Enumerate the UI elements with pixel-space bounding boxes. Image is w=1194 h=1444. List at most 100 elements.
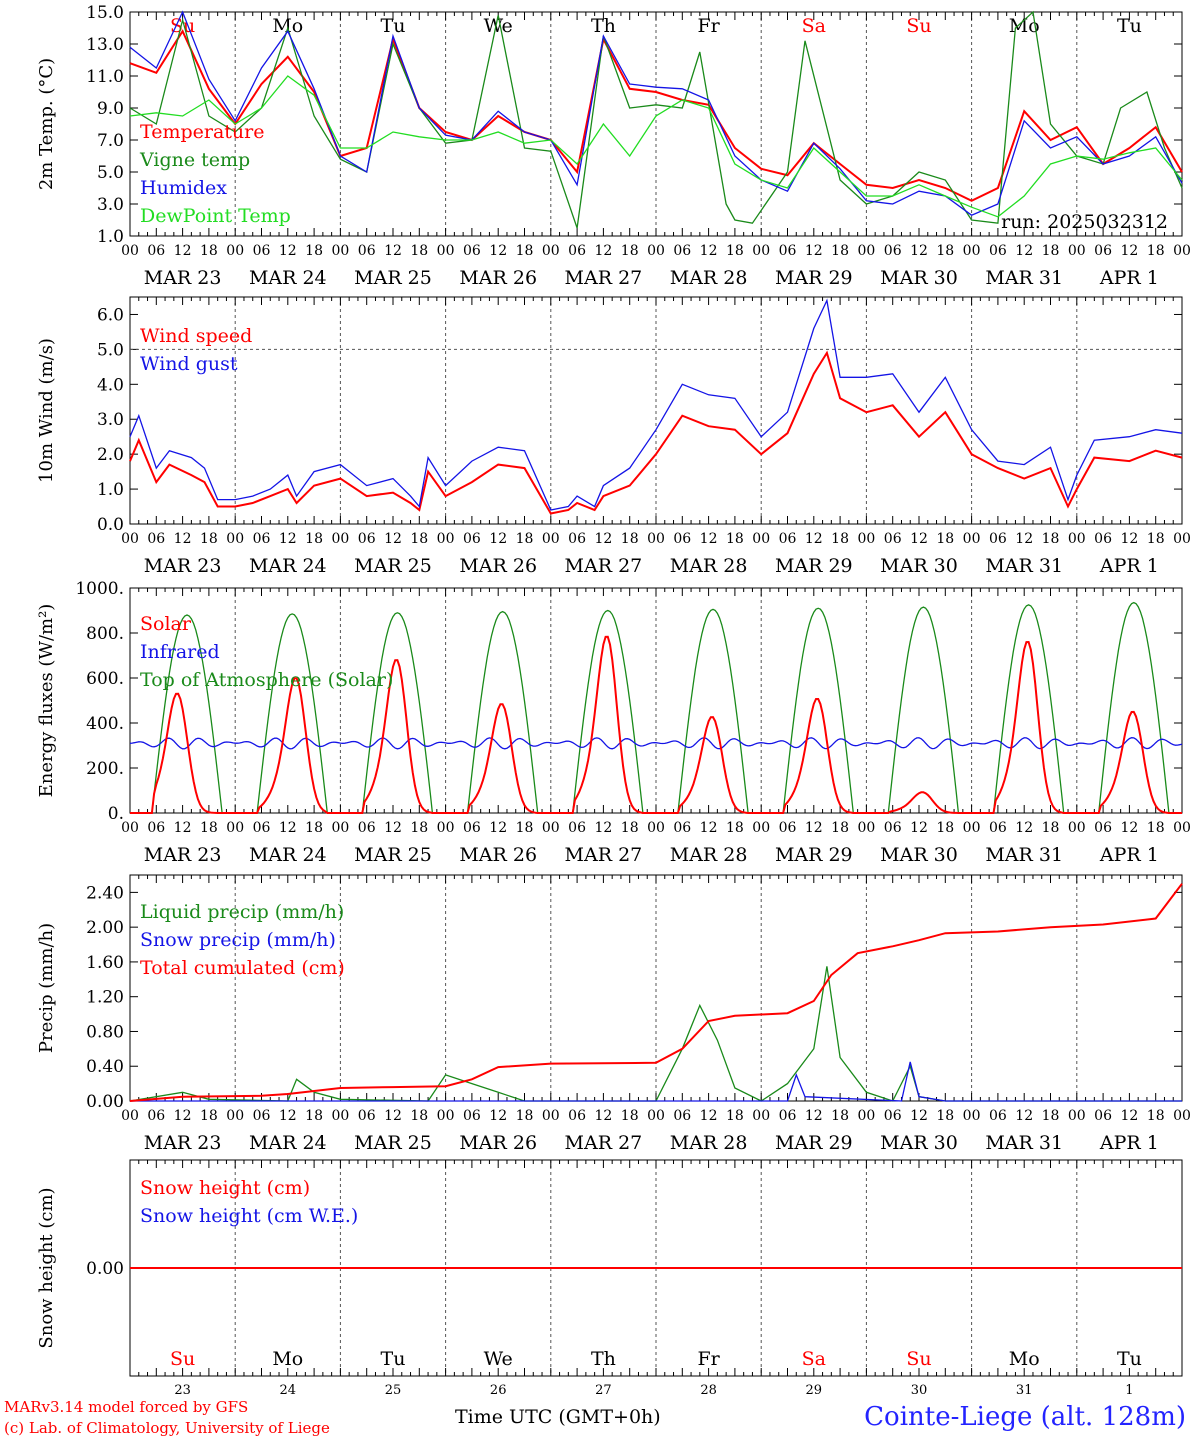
hour-tick-label: 18	[516, 243, 534, 259]
hour-tick-label: 18	[1147, 1108, 1165, 1124]
series-line	[129, 10, 1183, 216]
hour-tick-label: 00	[226, 820, 244, 836]
hour-tick-label: 00	[542, 1108, 560, 1124]
series-line	[129, 298, 1183, 511]
series-line	[129, 883, 1183, 1102]
hour-tick-label: 18	[621, 531, 639, 547]
plot-frame	[129, 11, 1183, 237]
hour-tick-label: 00	[542, 243, 560, 259]
hour-tick-label: 12	[1015, 1108, 1033, 1124]
hour-tick-label: 00	[647, 820, 665, 836]
day-name: Tu	[1117, 15, 1142, 37]
date-label: MAR 27	[565, 1132, 643, 1154]
panel-2: 0.0 1.0 2.0 3.0 4.0 5.0 6.0 10m Wind (m/s) 00 06 1…	[36, 296, 1191, 577]
legend-entry: Vigne temp	[139, 149, 250, 171]
hour-tick-label: 06	[147, 531, 165, 547]
date-label: MAR 31	[985, 555, 1063, 577]
hour-tick-label: 00	[226, 531, 244, 547]
hour-tick-label: 12	[594, 243, 612, 259]
y-tick-label: 3.0	[97, 410, 124, 430]
date-label: MAR 25	[354, 267, 432, 289]
legend-entry: Solar	[140, 613, 192, 635]
hour-tick-label: 06	[147, 1108, 165, 1124]
hour-tick-label: 12	[805, 531, 823, 547]
day-name: Tu	[381, 1348, 406, 1370]
date-label: MAR 28	[670, 267, 748, 289]
y-tick-label: 2.40	[86, 883, 124, 903]
hour-tick-label: 06	[779, 1108, 797, 1124]
panel-5: 0.00 Snow height (cm) Su Mo Tu We Th Fr Sa Su Mo Tu…	[36, 1159, 1183, 1398]
plot-frame	[129, 587, 1183, 814]
series-line	[129, 350, 1183, 515]
hour-tick-label: 06	[463, 243, 481, 259]
y-tick-label: 15.0	[86, 3, 124, 23]
hour-tick-label: 18	[936, 820, 954, 836]
hour-tick-label: 00	[752, 243, 770, 259]
hour-tick-label: 00	[647, 1108, 665, 1124]
date-label: MAR 31	[985, 844, 1063, 866]
hour-tick-label: 06	[673, 820, 691, 836]
hour-tick-label: 12	[1015, 820, 1033, 836]
date-label: MAR 24	[249, 844, 327, 866]
date-label: MAR 23	[144, 267, 222, 289]
hour-tick-label: 00	[1173, 1108, 1191, 1124]
hour-tick-label: 06	[1094, 243, 1112, 259]
hour-tick-label: 18	[831, 531, 849, 547]
hour-tick-label: 18	[1042, 820, 1060, 836]
hour-tick-label: 12	[910, 1108, 928, 1124]
day-number: 29	[806, 1383, 823, 1398]
hour-tick-label: 00	[857, 1108, 875, 1124]
hour-tick-label: 00	[331, 243, 349, 259]
date-label: MAR 30	[880, 1132, 958, 1154]
hour-tick-label: 12	[384, 243, 402, 259]
hour-tick-label: 00	[1068, 531, 1086, 547]
date-label: MAR 30	[880, 844, 958, 866]
series-line	[130, 635, 1182, 814]
hour-tick-label: 18	[516, 531, 534, 547]
hour-tick-label: 00	[121, 243, 139, 259]
day-name: Fr	[697, 1348, 720, 1370]
date-label: APR 1	[1099, 267, 1159, 289]
hour-tick-label: 18	[305, 1108, 323, 1124]
hour-tick-label: 06	[463, 1108, 481, 1124]
day-name: Th	[591, 1348, 616, 1370]
series-line	[129, 29, 1183, 202]
hour-tick-label: 00	[752, 820, 770, 836]
date-label: MAR 29	[775, 267, 853, 289]
legend-entry: Infrared	[140, 641, 220, 663]
y-tick-label: 2.0	[97, 445, 124, 465]
y-tick-label: 0.00	[86, 1259, 124, 1279]
hour-tick-label: 00	[963, 1108, 981, 1124]
hour-tick-label: 12	[174, 531, 192, 547]
series-line	[129, 10, 1183, 229]
hour-tick-label: 00	[1173, 243, 1191, 259]
hour-tick-label: 06	[989, 243, 1007, 259]
date-label: MAR 26	[459, 1132, 537, 1154]
hour-tick-label: 12	[1120, 1108, 1138, 1124]
day-name: Tu	[381, 15, 406, 37]
hour-tick-label: 06	[673, 243, 691, 259]
day-name: We	[484, 1348, 513, 1370]
date-label: MAR 29	[775, 844, 853, 866]
hour-tick-label: 00	[1068, 1108, 1086, 1124]
hour-tick-label: 18	[305, 243, 323, 259]
time-axis-label: Time UTC (GMT+0h)	[455, 1406, 661, 1428]
hour-tick-label: 18	[726, 1108, 744, 1124]
legend-entry: Snow precip (mm/h)	[140, 929, 336, 951]
date-label: MAR 26	[459, 555, 537, 577]
hour-tick-label: 18	[831, 1108, 849, 1124]
hour-tick-label: 12	[700, 243, 718, 259]
legend-entry: Wind gust	[140, 353, 238, 375]
hour-tick-label: 18	[200, 243, 218, 259]
y-tick-label: 4.0	[97, 375, 124, 395]
hour-tick-label: 00	[647, 243, 665, 259]
hour-tick-label: 06	[463, 820, 481, 836]
date-label: MAR 31	[985, 1132, 1063, 1154]
hour-tick-label: 00	[121, 820, 139, 836]
hour-tick-label: 00	[542, 820, 560, 836]
hour-tick-label: 12	[805, 243, 823, 259]
hour-tick-label: 18	[410, 531, 428, 547]
hour-tick-label: 12	[594, 820, 612, 836]
day-name: Tu	[1117, 1348, 1142, 1370]
panel-4: 0.00 0.40 0.80 1.20 1.60 2.00 2.40 Precip (mm/h…	[36, 874, 1191, 1154]
